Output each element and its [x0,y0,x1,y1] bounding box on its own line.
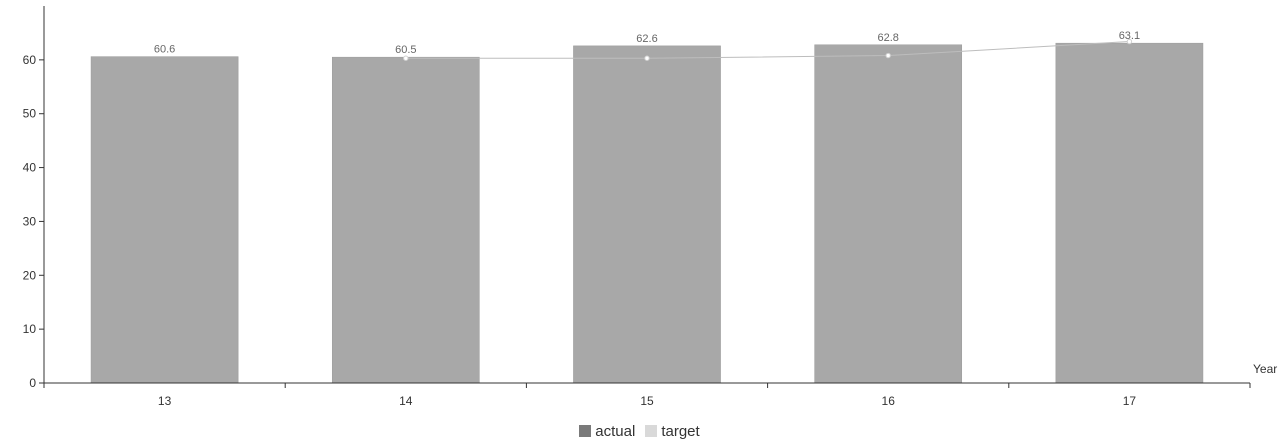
x-tick-label: 15 [640,394,654,408]
legend-swatch-actual [579,425,592,437]
y-tick-label: 10 [23,322,37,336]
bar-15[interactable] [573,45,721,384]
y-tick-label: 40 [23,161,37,175]
legend-item-target[interactable]: target [645,422,700,440]
x-axis: 13 14 15 16 17 Year [39,362,1277,408]
legend-swatch-target [645,425,658,437]
legend-label-actual: actual [595,422,636,440]
y-tick-label: 0 [29,376,36,390]
x-tick-label: 17 [1123,394,1137,408]
target-point[interactable] [644,55,650,61]
legend: actual target [0,420,1279,442]
x-axis-title: Year [1253,362,1277,376]
y-tick-label: 20 [23,268,37,282]
bar-13[interactable] [90,56,239,384]
y-tick-label: 50 [23,107,37,121]
data-label-13: 60.6 [154,44,175,56]
x-tick-label: 13 [158,394,172,408]
target-point[interactable] [1126,38,1133,45]
y-tick-label: 30 [23,214,37,228]
legend-label-target: target [661,422,700,440]
data-label-16: 62.8 [877,32,898,44]
target-point[interactable] [403,55,409,61]
y-axis: 0 10 20 30 40 50 60 [23,6,45,390]
x-tick-label: 14 [399,394,413,408]
bar-14[interactable] [331,56,480,384]
target-point[interactable] [885,52,891,59]
target-line-path [405,41,1130,59]
y-tick-label: 60 [23,53,37,67]
bar-line-chart: 0 10 20 30 40 50 60 13 14 15 16 17 Year 60.6 60.5 62.… [23,6,1277,408]
data-label-14: 60.5 [395,44,416,56]
x-tick-label: 16 [882,394,896,408]
bar-17[interactable] [1055,42,1204,384]
data-label-15: 62.6 [636,33,657,45]
bar-16[interactable] [814,44,963,384]
legend-item-actual[interactable]: actual [579,423,635,440]
data-labels: 60.6 60.5 62.6 62.8 63.1 [154,30,1140,56]
bar-series-actual [90,42,1204,384]
data-label-17: 63.1 [1119,30,1140,42]
line-series-target [403,38,1133,61]
